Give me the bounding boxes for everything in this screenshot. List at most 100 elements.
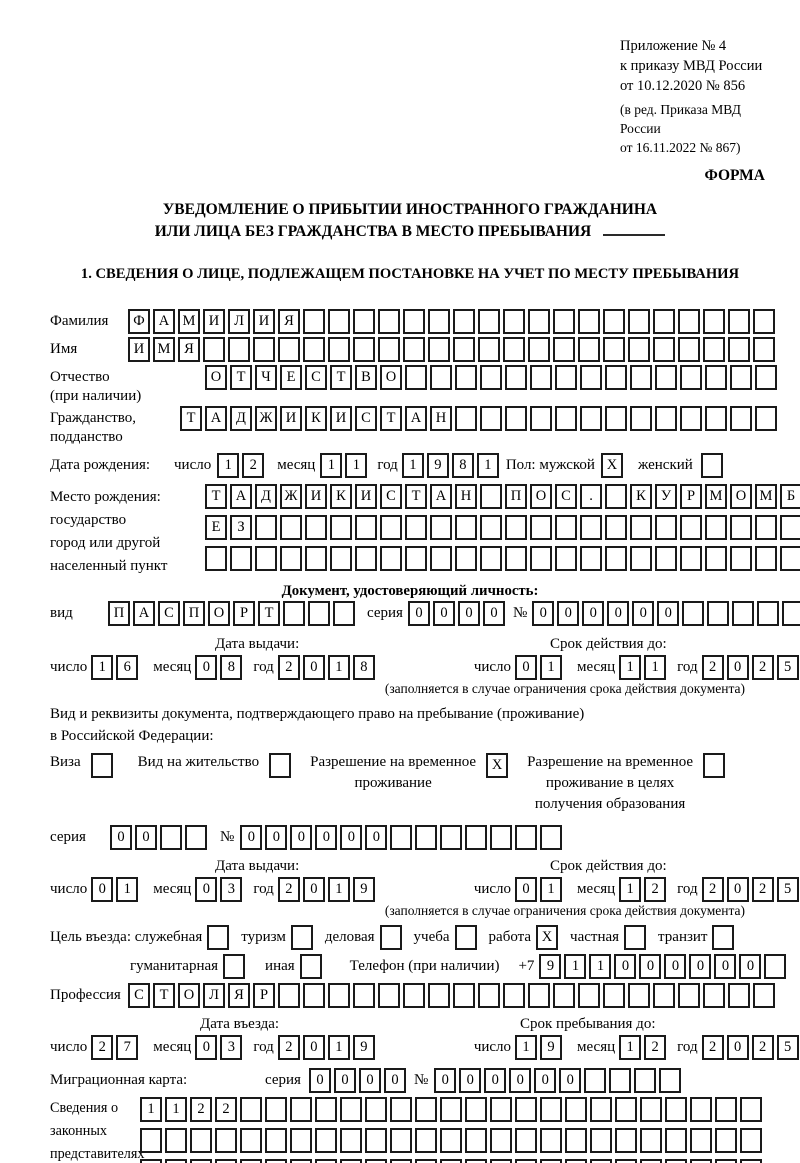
char-cell[interactable] — [378, 983, 400, 1008]
char-cell[interactable]: 0 — [457, 601, 480, 626]
char-cell[interactable] — [755, 515, 777, 540]
purpose-tourism-checkbox[interactable] — [290, 925, 316, 950]
char-cell[interactable]: 1 — [345, 453, 368, 478]
char-cell[interactable]: 9 — [352, 877, 375, 902]
char-cell[interactable] — [707, 601, 730, 626]
char-cell[interactable] — [365, 1128, 387, 1153]
char-cell[interactable]: 1 — [540, 655, 563, 680]
char-cell[interactable]: 1 — [116, 877, 139, 902]
char-cell[interactable] — [528, 309, 550, 334]
char-cell[interactable] — [680, 546, 702, 571]
char-cell[interactable]: И — [128, 337, 150, 362]
char-cell[interactable] — [455, 546, 477, 571]
char-cell[interactable] — [290, 1159, 312, 1163]
char-cell[interactable] — [640, 1159, 662, 1163]
char-cell[interactable] — [265, 1097, 287, 1122]
char-cell[interactable] — [440, 1097, 462, 1122]
char-cell[interactable]: Т — [153, 983, 175, 1008]
char-cell[interactable] — [353, 983, 375, 1008]
char-cell[interactable]: 0 — [308, 1068, 331, 1093]
char-cell[interactable] — [430, 515, 452, 540]
purpose-other-checkbox[interactable] — [299, 954, 325, 979]
char-cell[interactable] — [230, 546, 252, 571]
char-cell[interactable]: 2 — [751, 655, 774, 680]
char-cell[interactable] — [455, 515, 477, 540]
char-cell[interactable] — [705, 406, 727, 431]
char-cell[interactable] — [584, 1068, 607, 1093]
char-cell[interactable] — [755, 365, 777, 390]
char-cell[interactable] — [503, 337, 525, 362]
char-cell[interactable]: 0 — [484, 1068, 507, 1093]
char-cell[interactable]: И — [305, 484, 327, 509]
char-cell[interactable]: 0 — [532, 601, 555, 626]
char-cell[interactable] — [540, 1159, 562, 1163]
char-cell[interactable] — [215, 1128, 237, 1153]
char-cell[interactable] — [355, 546, 377, 571]
char-cell[interactable] — [628, 983, 650, 1008]
char-cell[interactable]: 9 — [426, 453, 449, 478]
char-cell[interactable] — [190, 1128, 212, 1153]
char-cell[interactable] — [315, 1128, 337, 1153]
char-cell[interactable] — [480, 546, 502, 571]
char-cell[interactable]: 1 — [619, 877, 642, 902]
char-cell[interactable] — [240, 1159, 262, 1163]
char-cell[interactable] — [240, 1128, 262, 1153]
char-cell[interactable]: 0 — [664, 954, 687, 979]
char-cell[interactable]: 0 — [639, 954, 662, 979]
char-cell[interactable]: 1 — [327, 877, 350, 902]
char-cell[interactable]: 1 — [515, 1035, 538, 1060]
char-cell[interactable]: С — [355, 406, 377, 431]
char-cell[interactable] — [269, 753, 292, 778]
char-cell[interactable]: С — [305, 365, 327, 390]
char-cell[interactable] — [753, 983, 775, 1008]
char-cell[interactable] — [190, 1159, 212, 1163]
char-cell[interactable] — [740, 1128, 762, 1153]
char-cell[interactable] — [515, 1128, 537, 1153]
char-cell[interactable]: Ж — [280, 484, 302, 509]
char-cell[interactable]: 0 — [265, 825, 288, 850]
char-cell[interactable] — [278, 983, 300, 1008]
char-cell[interactable] — [555, 406, 577, 431]
char-cell[interactable]: К — [330, 484, 352, 509]
char-cell[interactable] — [628, 309, 650, 334]
char-cell[interactable] — [328, 983, 350, 1008]
char-cell[interactable] — [140, 1128, 162, 1153]
char-cell[interactable] — [605, 484, 627, 509]
char-cell[interactable] — [165, 1128, 187, 1153]
char-cell[interactable] — [605, 546, 627, 571]
char-cell[interactable] — [730, 406, 752, 431]
char-cell[interactable]: 0 — [739, 954, 762, 979]
char-cell[interactable] — [528, 983, 550, 1008]
char-cell[interactable] — [655, 406, 677, 431]
char-cell[interactable] — [740, 1159, 762, 1163]
char-cell[interactable] — [703, 309, 725, 334]
char-cell[interactable] — [355, 515, 377, 540]
char-cell[interactable]: 3 — [220, 1035, 243, 1060]
char-cell[interactable]: 1 — [644, 655, 667, 680]
birthplace-row3-input[interactable] — [205, 546, 800, 571]
char-cell[interactable] — [403, 983, 425, 1008]
char-cell[interactable]: И — [355, 484, 377, 509]
purpose-study-checkbox[interactable] — [454, 925, 480, 950]
temp-permit-checkbox[interactable]: X — [486, 753, 511, 778]
char-cell[interactable] — [757, 601, 780, 626]
char-cell[interactable] — [380, 546, 402, 571]
char-cell[interactable]: Т — [380, 406, 402, 431]
char-cell[interactable] — [740, 1097, 762, 1122]
char-cell[interactable]: 1 — [140, 1097, 162, 1122]
char-cell[interactable] — [253, 337, 275, 362]
char-cell[interactable] — [353, 337, 375, 362]
char-cell[interactable] — [555, 365, 577, 390]
char-cell[interactable]: Т — [230, 365, 252, 390]
char-cell[interactable] — [615, 1159, 637, 1163]
char-cell[interactable]: 0 — [509, 1068, 532, 1093]
char-cell[interactable]: 0 — [110, 825, 132, 850]
char-cell[interactable] — [653, 337, 675, 362]
char-cell[interactable] — [630, 365, 652, 390]
